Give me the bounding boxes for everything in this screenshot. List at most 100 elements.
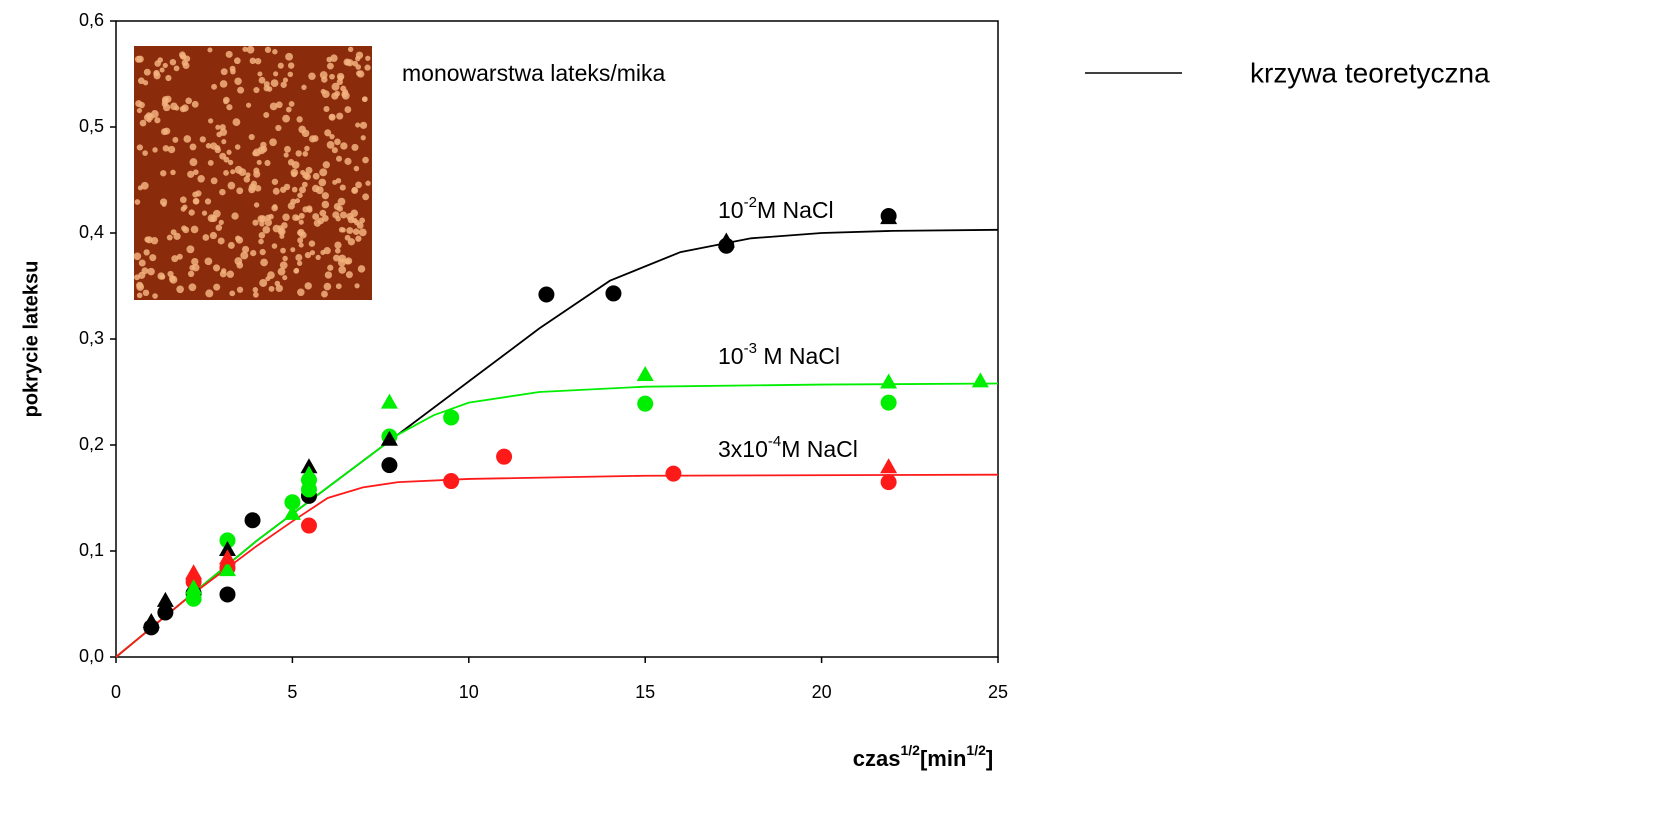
particle (290, 247, 295, 252)
particle (278, 225, 283, 230)
x-label-part: [min (920, 746, 966, 771)
particle (306, 205, 312, 211)
particle (221, 68, 228, 75)
particle (171, 229, 177, 235)
particle (293, 268, 299, 274)
particle (284, 152, 289, 157)
particle (180, 196, 187, 203)
particle (170, 59, 176, 65)
particle (163, 104, 170, 111)
particle (336, 156, 342, 162)
particle (152, 293, 158, 299)
particle (329, 134, 334, 139)
particle (226, 104, 232, 110)
particle (143, 249, 149, 255)
particle (234, 57, 241, 64)
particle (176, 285, 184, 293)
particle (352, 61, 358, 67)
particle (137, 293, 143, 299)
particle (253, 292, 259, 298)
particle (139, 102, 145, 108)
particle (320, 250, 325, 255)
particle (226, 51, 233, 58)
particle (228, 242, 235, 249)
curve-label: 10-3 M NaCl (718, 340, 840, 369)
particle (226, 150, 231, 155)
particle (246, 103, 251, 108)
chart: monowarstwa lateks/mika pokrycie lateksu… (0, 0, 1665, 822)
particle (135, 199, 141, 205)
particle (312, 135, 319, 142)
particle (231, 212, 238, 219)
particle (189, 158, 197, 166)
data-point (219, 586, 235, 602)
particle (345, 257, 352, 264)
y-tick-label: 0,5 (79, 116, 104, 136)
particle (167, 271, 173, 277)
particle (157, 272, 164, 279)
particle (218, 237, 225, 244)
particle (340, 211, 347, 218)
particle (299, 243, 304, 248)
particle (336, 178, 341, 183)
particle (355, 283, 360, 288)
particle (160, 68, 165, 73)
particle (297, 229, 304, 236)
particle (146, 112, 153, 119)
particle (365, 181, 370, 186)
particle (174, 65, 180, 71)
particle (234, 77, 241, 84)
particle (253, 168, 259, 174)
particle (336, 283, 342, 289)
particle (355, 56, 360, 61)
particle (253, 87, 259, 93)
particle (236, 262, 243, 269)
particle (334, 241, 341, 248)
particle (220, 124, 226, 130)
particle (180, 106, 186, 112)
particle (264, 160, 270, 166)
particle (191, 226, 199, 234)
particle (341, 91, 347, 97)
particle (265, 47, 271, 53)
particle (142, 150, 148, 156)
particle (141, 267, 148, 274)
particle (168, 146, 175, 153)
curve-label-part: -2 (744, 194, 757, 211)
particle (288, 62, 294, 68)
particle (205, 257, 213, 265)
particle (288, 159, 294, 165)
particle (324, 283, 332, 291)
particle (309, 240, 315, 246)
x-tick-label: 25 (988, 682, 1008, 702)
particle (351, 187, 358, 194)
particle (247, 46, 255, 54)
particle (211, 177, 218, 184)
particle (149, 254, 156, 261)
particle (151, 110, 159, 118)
particle (160, 170, 166, 176)
particle (344, 106, 351, 113)
y-tick-label: 0,6 (79, 10, 104, 30)
particle (278, 63, 284, 69)
particle (237, 287, 243, 293)
x-tick-label: 20 (812, 682, 832, 702)
particle (320, 71, 328, 79)
particle (354, 166, 360, 172)
curve-label-part: M NaCl (757, 197, 834, 223)
particle (254, 202, 259, 207)
particle (308, 73, 315, 80)
particle (301, 85, 306, 90)
particle (259, 279, 267, 287)
particle (216, 132, 222, 138)
particle (269, 138, 277, 146)
particle (170, 103, 178, 111)
particle (208, 118, 213, 123)
particle (200, 136, 206, 142)
particle (257, 71, 262, 76)
particle (338, 266, 346, 274)
particle (185, 97, 192, 104)
particle (355, 181, 362, 188)
x-tick-label: 0 (111, 682, 121, 702)
data-point (637, 396, 653, 412)
